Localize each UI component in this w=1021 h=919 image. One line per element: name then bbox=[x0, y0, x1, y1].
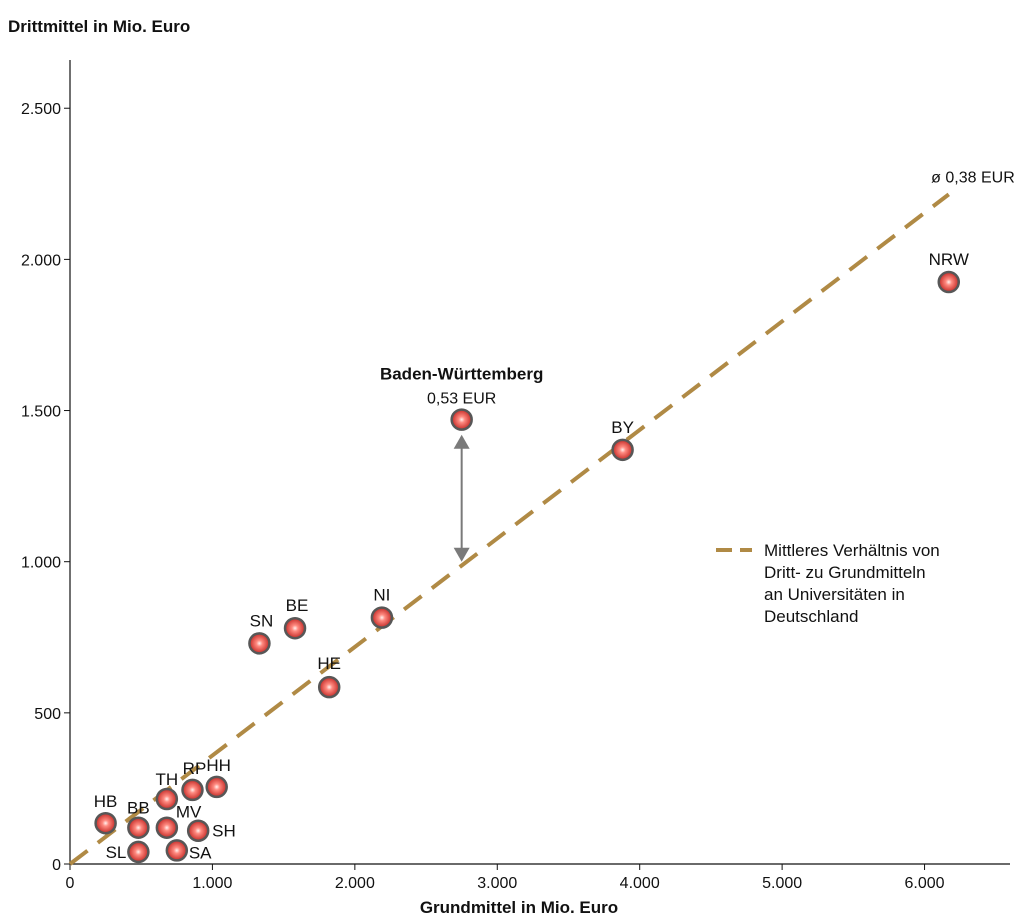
point-label-sh: SH bbox=[212, 822, 236, 841]
x-tick-label: 5.000 bbox=[762, 875, 802, 892]
data-point-be bbox=[283, 616, 307, 640]
legend-line: an Universitäten in bbox=[764, 585, 905, 604]
point-label-bb: BB bbox=[127, 799, 150, 818]
trend-line-group: ø 0,38 EUR bbox=[68, 169, 1015, 866]
x-tick-label: 4.000 bbox=[620, 875, 660, 892]
trend-line-label: ø 0,38 EUR bbox=[931, 169, 1015, 186]
data-point-by bbox=[611, 438, 634, 462]
x-tick-label: 6.000 bbox=[905, 875, 945, 892]
y-tick-label: 0 bbox=[52, 857, 61, 874]
data-point-highlight bbox=[450, 408, 473, 431]
data-point-rp bbox=[181, 778, 204, 802]
arrow-head-up bbox=[453, 434, 470, 449]
data-point-ni bbox=[370, 606, 394, 629]
y-tick-label: 2.500 bbox=[21, 101, 61, 118]
highlight-value: 0,53 EUR bbox=[427, 391, 496, 408]
point-label-mv: MV bbox=[176, 803, 202, 822]
data-point-hh bbox=[205, 775, 228, 799]
data-point-bb bbox=[127, 816, 150, 839]
highlight-title: Baden-Württemberg bbox=[380, 365, 543, 384]
data-point-sa bbox=[165, 839, 189, 862]
data-point-sh bbox=[186, 819, 210, 842]
x-tick-label: 2.000 bbox=[335, 875, 375, 892]
point-label-sa: SA bbox=[189, 843, 212, 862]
point-label-hb: HB bbox=[94, 792, 118, 811]
point-label-hh: HH bbox=[206, 756, 231, 775]
x-tick-label: 1.000 bbox=[192, 875, 232, 892]
data-point-sn bbox=[248, 632, 271, 655]
point-label-he: HE bbox=[317, 654, 341, 673]
y-axis-title: Drittmittel in Mio. Euro bbox=[8, 17, 190, 36]
legend-line: Mittleres Verhältnis von bbox=[764, 541, 940, 560]
legend: Mittleres Verhältnis von Dritt- zu Grundm… bbox=[716, 541, 940, 626]
legend-line: Dritt- zu Grundmitteln bbox=[764, 563, 926, 582]
difference-arrow-group bbox=[453, 434, 470, 562]
data-points: NRW BY Baden-Württemberg 0,53 EUR NI HE BE SN HH… bbox=[94, 250, 969, 864]
arrow-head-down bbox=[453, 547, 470, 562]
data-point-hb bbox=[94, 811, 117, 835]
x-tick-label: 3.000 bbox=[477, 875, 517, 892]
x-axis-title: Grundmittel in Mio. Euro bbox=[420, 898, 618, 917]
point-label-rp: RP bbox=[183, 759, 207, 778]
data-point-nrw bbox=[937, 270, 961, 294]
point-label-nrw: NRW bbox=[929, 250, 969, 269]
data-point-mv bbox=[155, 816, 179, 839]
point-label-ni: NI bbox=[373, 586, 390, 605]
point-label-by: BY bbox=[611, 418, 634, 437]
point-label-be: BE bbox=[286, 596, 309, 615]
trend-line bbox=[68, 192, 950, 866]
x-tick-label: 0 bbox=[66, 875, 75, 892]
point-label-th: TH bbox=[156, 770, 179, 789]
legend-line: Deutschland bbox=[764, 607, 859, 626]
data-point-he bbox=[317, 675, 341, 699]
point-label-sn: SN bbox=[250, 611, 274, 630]
axes: 0 500 1.000 1.500 2.000 2.500 0 1.000 2.000 3.000… bbox=[21, 60, 1010, 892]
y-tick-label: 1.500 bbox=[21, 404, 61, 421]
point-label-sl: SL bbox=[106, 843, 127, 862]
y-tick-label: 1.000 bbox=[21, 555, 61, 572]
data-point-sl bbox=[127, 840, 150, 864]
data-point-th bbox=[155, 787, 179, 811]
y-tick-label: 2.000 bbox=[21, 252, 61, 269]
y-tick-label: 500 bbox=[34, 706, 61, 723]
